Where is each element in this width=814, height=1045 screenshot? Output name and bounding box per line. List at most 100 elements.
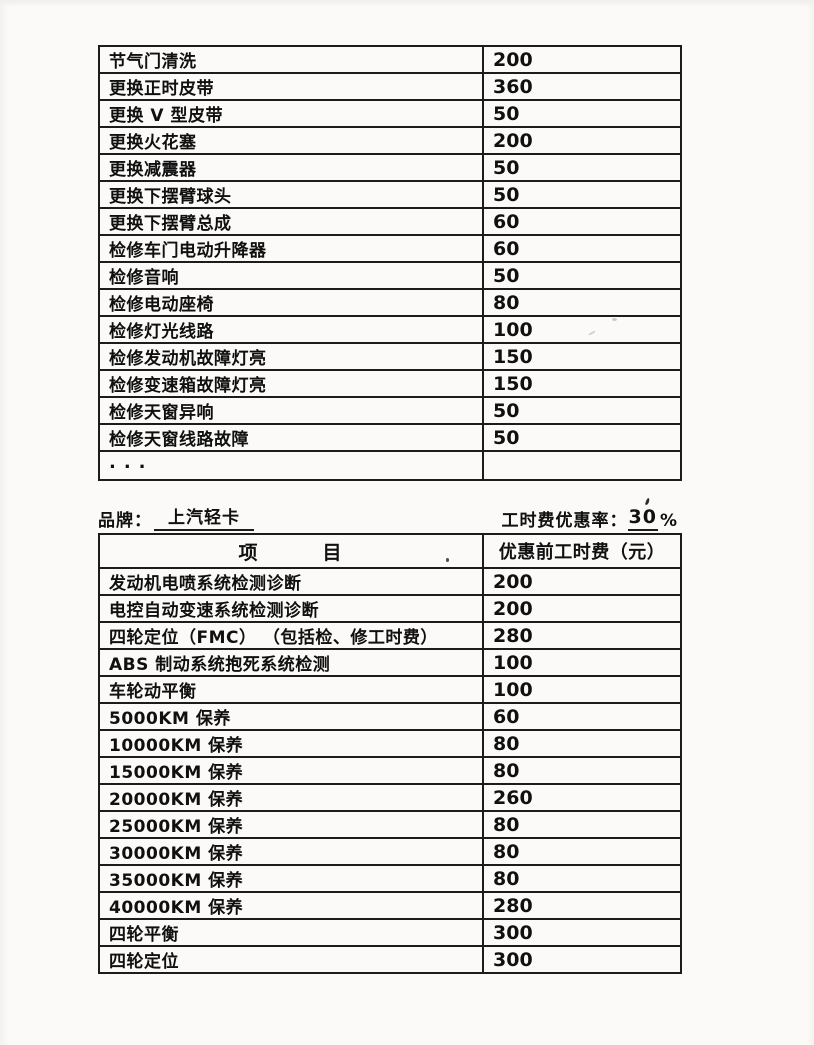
labor-fee-table-saic-light-truck: 项 目 优惠前工时费（元） 发动机电喷系统检测诊断 200 电控自动变速系统检测诊断… xyxy=(98,533,682,974)
table-row: 20000KM 保养 260 xyxy=(98,783,682,812)
item-cell: 更换正时皮带 xyxy=(98,72,484,101)
item-cell: 15000KM 保养 xyxy=(98,756,484,785)
table-row: 车轮动平衡 100 xyxy=(98,675,682,704)
table-row: 电控自动变速系统检测诊断 200 xyxy=(98,594,682,623)
item-cell: 检修变速箱故障灯亮 xyxy=(98,369,484,398)
table-row: 更换火花塞 200 xyxy=(98,126,682,155)
price-cell: 50 xyxy=(482,423,682,452)
table-row: 5000KM 保养 60 xyxy=(98,702,682,731)
item-cell: 35000KM 保养 xyxy=(98,864,484,893)
brand-discount-row: 品牌： 上汽轻卡 工时费优惠率： 30 % xyxy=(98,505,678,531)
item-cell: ... xyxy=(98,450,484,481)
price-cell: 300 xyxy=(482,945,682,974)
price-cell: 50 xyxy=(482,153,682,182)
price-cell: 360 xyxy=(482,72,682,101)
brand-value: 上汽轻卡 xyxy=(154,503,254,531)
price-cell: 50 xyxy=(482,396,682,425)
item-cell: 四轮定位（FMC） （包括检、修工时费） xyxy=(98,621,484,650)
labor-fee-table-continued: 节气门清洗 200 更换正时皮带 360 更换 V 型皮带 50 更换火花塞 200 更换减震器… xyxy=(98,45,682,481)
table-row: 更换下摆臂球头 50 xyxy=(98,180,682,209)
table-row: 节气门清洗 200 xyxy=(98,45,682,74)
item-cell: 检修发动机故障灯亮 xyxy=(98,342,484,371)
discount-rate-unit: % xyxy=(659,511,678,531)
price-cell: 200 xyxy=(482,567,682,596)
price-cell: 80 xyxy=(482,729,682,758)
item-cell: 车轮动平衡 xyxy=(98,675,484,704)
item-cell: 更换 V 型皮带 xyxy=(98,99,484,128)
item-cell: 40000KM 保养 xyxy=(98,891,484,920)
price-cell: 50 xyxy=(482,180,682,209)
item-cell: 20000KM 保养 xyxy=(98,783,484,812)
table-row: 35000KM 保养 80 xyxy=(98,864,682,893)
price-cell: 150 xyxy=(482,342,682,371)
table-row: 更换减震器 50 xyxy=(98,153,682,182)
price-cell: 100 xyxy=(482,648,682,677)
price-cell: 100 xyxy=(482,675,682,704)
item-cell: 更换减震器 xyxy=(98,153,484,182)
brand-label: 品牌： xyxy=(98,511,152,531)
price-cell: 280 xyxy=(482,891,682,920)
table-row: 检修车门电动升降器 60 xyxy=(98,234,682,263)
item-cell: 电控自动变速系统检测诊断 xyxy=(98,594,484,623)
price-cell: 80 xyxy=(482,288,682,317)
price-cell: 60 xyxy=(482,207,682,236)
item-cell: 30000KM 保养 xyxy=(98,837,484,866)
table-row: 检修电动座椅 80 xyxy=(98,288,682,317)
price-cell: 80 xyxy=(482,837,682,866)
brand-field: 品牌： 上汽轻卡 xyxy=(98,503,254,531)
col-header-price: 优惠前工时费（元） xyxy=(482,533,682,569)
price-cell: 80 xyxy=(482,810,682,839)
price-cell xyxy=(482,450,682,481)
discount-rate-label: 工时费优惠率： xyxy=(501,511,628,531)
table-row: 40000KM 保养 280 xyxy=(98,891,682,920)
item-cell: 检修音响 xyxy=(98,261,484,290)
scan-artifact-faint xyxy=(612,318,617,321)
table-row: 检修天窗线路故障 50 xyxy=(98,423,682,452)
col-header-item: 项 目 xyxy=(98,533,484,569)
item-cell: 检修车门电动升降器 xyxy=(98,234,484,263)
table-row: 更换正时皮带 360 xyxy=(98,72,682,101)
price-cell: 60 xyxy=(482,702,682,731)
item-cell: 检修天窗异响 xyxy=(98,396,484,425)
item-cell: 25000KM 保养 xyxy=(98,810,484,839)
item-cell: 10000KM 保养 xyxy=(98,729,484,758)
table-row: 15000KM 保养 80 xyxy=(98,756,682,785)
table-row: 25000KM 保养 80 xyxy=(98,810,682,839)
item-cell: 5000KM 保养 xyxy=(98,702,484,731)
item-cell: 更换下摆臂球头 xyxy=(98,180,484,209)
item-cell: 检修电动座椅 xyxy=(98,288,484,317)
discount-rate-field: 工时费优惠率： 30 % xyxy=(502,506,679,531)
table-header-row: 项 目 优惠前工时费（元） xyxy=(98,533,682,569)
table-row: 四轮定位（FMC） （包括检、修工时费） 280 xyxy=(98,621,682,650)
price-cell: 200 xyxy=(482,45,682,74)
price-cell: 260 xyxy=(482,783,682,812)
item-cell: 更换火花塞 xyxy=(98,126,484,155)
table-row: 检修音响 50 xyxy=(98,261,682,290)
price-cell: 80 xyxy=(482,864,682,893)
table-row: 30000KM 保养 80 xyxy=(98,837,682,866)
price-cell: 60 xyxy=(482,234,682,263)
table-row: 10000KM 保养 80 xyxy=(98,729,682,758)
price-cell: 50 xyxy=(482,99,682,128)
item-cell: 四轮定位 xyxy=(98,945,484,974)
table-row: 检修灯光线路 100 xyxy=(98,315,682,344)
item-cell: 发动机电喷系统检测诊断 xyxy=(98,567,484,596)
price-cell: 50 xyxy=(482,261,682,290)
scan-artifact-dot xyxy=(446,558,449,562)
price-cell: 150 xyxy=(482,369,682,398)
table-row: 四轮定位 300 xyxy=(98,945,682,974)
price-cell: 80 xyxy=(482,756,682,785)
table-row: 检修发动机故障灯亮 150 xyxy=(98,342,682,371)
table-row: 检修变速箱故障灯亮 150 xyxy=(98,369,682,398)
item-cell: 四轮平衡 xyxy=(98,918,484,947)
item-cell: ABS 制动系统抱死系统检测 xyxy=(98,648,484,677)
item-cell: 检修天窗线路故障 xyxy=(98,423,484,452)
price-cell: 300 xyxy=(482,918,682,947)
discount-rate-value: 30 xyxy=(627,506,658,531)
table-row: 四轮平衡 300 xyxy=(98,918,682,947)
price-cell: 200 xyxy=(482,594,682,623)
item-cell: 节气门清洗 xyxy=(98,45,484,74)
item-cell: 更换下摆臂总成 xyxy=(98,207,484,236)
price-cell: 280 xyxy=(482,621,682,650)
